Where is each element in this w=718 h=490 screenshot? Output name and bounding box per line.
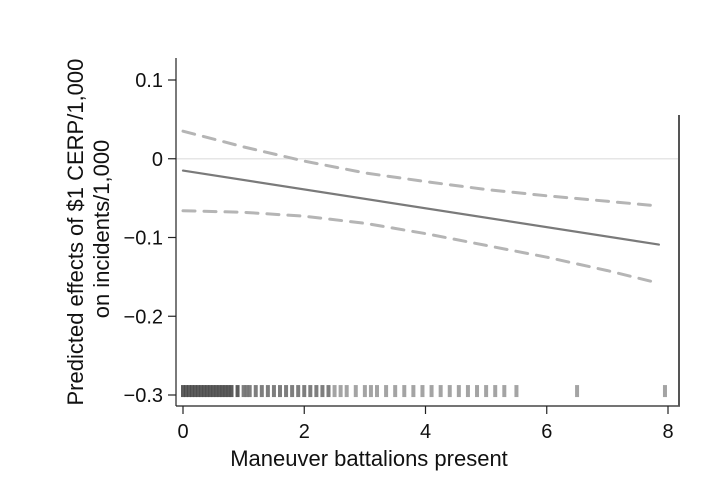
x-tick-label-2: 4 xyxy=(420,421,431,443)
rug-mark-39 xyxy=(368,385,373,398)
rug-mark-8 xyxy=(205,385,210,398)
rug-mark-46 xyxy=(429,385,434,398)
y-ticks-group: 0.1 0 −0.1 −0.2 −0.3 xyxy=(124,70,176,407)
rug-mark-2 xyxy=(187,385,192,398)
rug-mark-29 xyxy=(302,385,307,398)
rug-mark-50 xyxy=(465,385,470,398)
rug-mark-33 xyxy=(326,385,331,398)
rug-mark-13 xyxy=(220,385,225,398)
series-lower-ci-line xyxy=(181,209,661,285)
rug-mark-54 xyxy=(502,385,507,398)
y-axis-title-line-1: Predicted effects of $1 CERP/1,000 xyxy=(63,59,88,406)
rug-mark-22 xyxy=(259,385,264,398)
y-tick-label-3: −0.2 xyxy=(124,306,163,328)
rug-mark-36 xyxy=(344,385,349,398)
rug-mark-28 xyxy=(296,385,301,398)
rug-mark-53 xyxy=(493,385,498,398)
rug-mark-7 xyxy=(202,385,207,398)
rug-mark-10 xyxy=(211,385,216,398)
rug-mark-51 xyxy=(475,385,480,398)
x-tick-label-0: 0 xyxy=(177,421,188,443)
rug-mark-43 xyxy=(402,385,407,398)
rug-mark-42 xyxy=(393,385,398,398)
rug-mark-35 xyxy=(338,385,343,398)
rug-mark-19 xyxy=(244,385,249,398)
rug-mark-18 xyxy=(241,385,246,398)
rug-mark-31 xyxy=(314,385,319,398)
rug-mark-24 xyxy=(271,385,276,398)
rug-mark-5 xyxy=(196,385,201,398)
x-ticks-group: 0 2 4 6 8 xyxy=(177,406,674,443)
x-axis-title: Maneuver battalions present xyxy=(230,446,508,471)
y-tick-label-0: 0.1 xyxy=(135,70,163,92)
rug-mark-12 xyxy=(217,385,222,398)
rug-mark-0 xyxy=(181,385,185,398)
rug-mark-56 xyxy=(575,385,580,398)
x-tick-label-1: 2 xyxy=(299,421,310,443)
series-predicted-effect-line xyxy=(181,169,661,246)
rug-mark-32 xyxy=(320,385,325,398)
y-tick-label-4: −0.3 xyxy=(124,385,163,407)
y-axis-title: Predicted effects of $1 CERP/1,000 on in… xyxy=(63,52,114,405)
y-tick-label-2: −0.1 xyxy=(124,228,163,250)
rug-mark-27 xyxy=(290,385,295,398)
rug-mark-21 xyxy=(253,385,258,398)
rug-mark-30 xyxy=(308,385,313,398)
rug-mark-11 xyxy=(214,385,219,398)
rug-mark-45 xyxy=(420,385,425,398)
rug-mark-48 xyxy=(447,385,452,398)
series-group xyxy=(181,129,661,285)
series-upper-ci-line xyxy=(181,129,661,208)
rug-mark-3 xyxy=(190,385,195,398)
y-tick-label-1: 0 xyxy=(152,149,163,171)
rug-mark-47 xyxy=(438,385,443,398)
x-tick-label-3: 6 xyxy=(541,421,552,443)
rug-mark-57 xyxy=(662,385,667,398)
x-tick-label-4: 8 xyxy=(662,421,673,443)
rug-mark-6 xyxy=(199,385,204,398)
rug-mark-14 xyxy=(223,385,228,398)
rug-mark-40 xyxy=(375,385,379,398)
rug-mark-44 xyxy=(411,385,416,398)
plot-region xyxy=(176,60,680,406)
rug-mark-26 xyxy=(284,385,289,398)
rug-mark-25 xyxy=(278,385,282,398)
rug-mark-52 xyxy=(484,385,489,398)
rug-mark-1 xyxy=(184,385,189,398)
rug-mark-15 xyxy=(226,385,231,398)
rug-mark-17 xyxy=(235,385,240,398)
y-axis-title-line-2: on incidents/1,000 xyxy=(89,140,114,319)
rug-mark-34 xyxy=(332,385,337,398)
rug-group xyxy=(181,385,667,398)
rug-mark-38 xyxy=(362,385,367,398)
rug-mark-23 xyxy=(265,385,270,398)
rug-mark-49 xyxy=(456,385,461,398)
rug-mark-55 xyxy=(514,385,519,398)
rug-mark-4 xyxy=(193,385,198,398)
rug-mark-37 xyxy=(353,385,358,398)
rug-mark-16 xyxy=(229,385,234,398)
rug-mark-41 xyxy=(384,385,389,398)
rug-mark-20 xyxy=(247,385,252,398)
rug-mark-9 xyxy=(208,385,213,398)
